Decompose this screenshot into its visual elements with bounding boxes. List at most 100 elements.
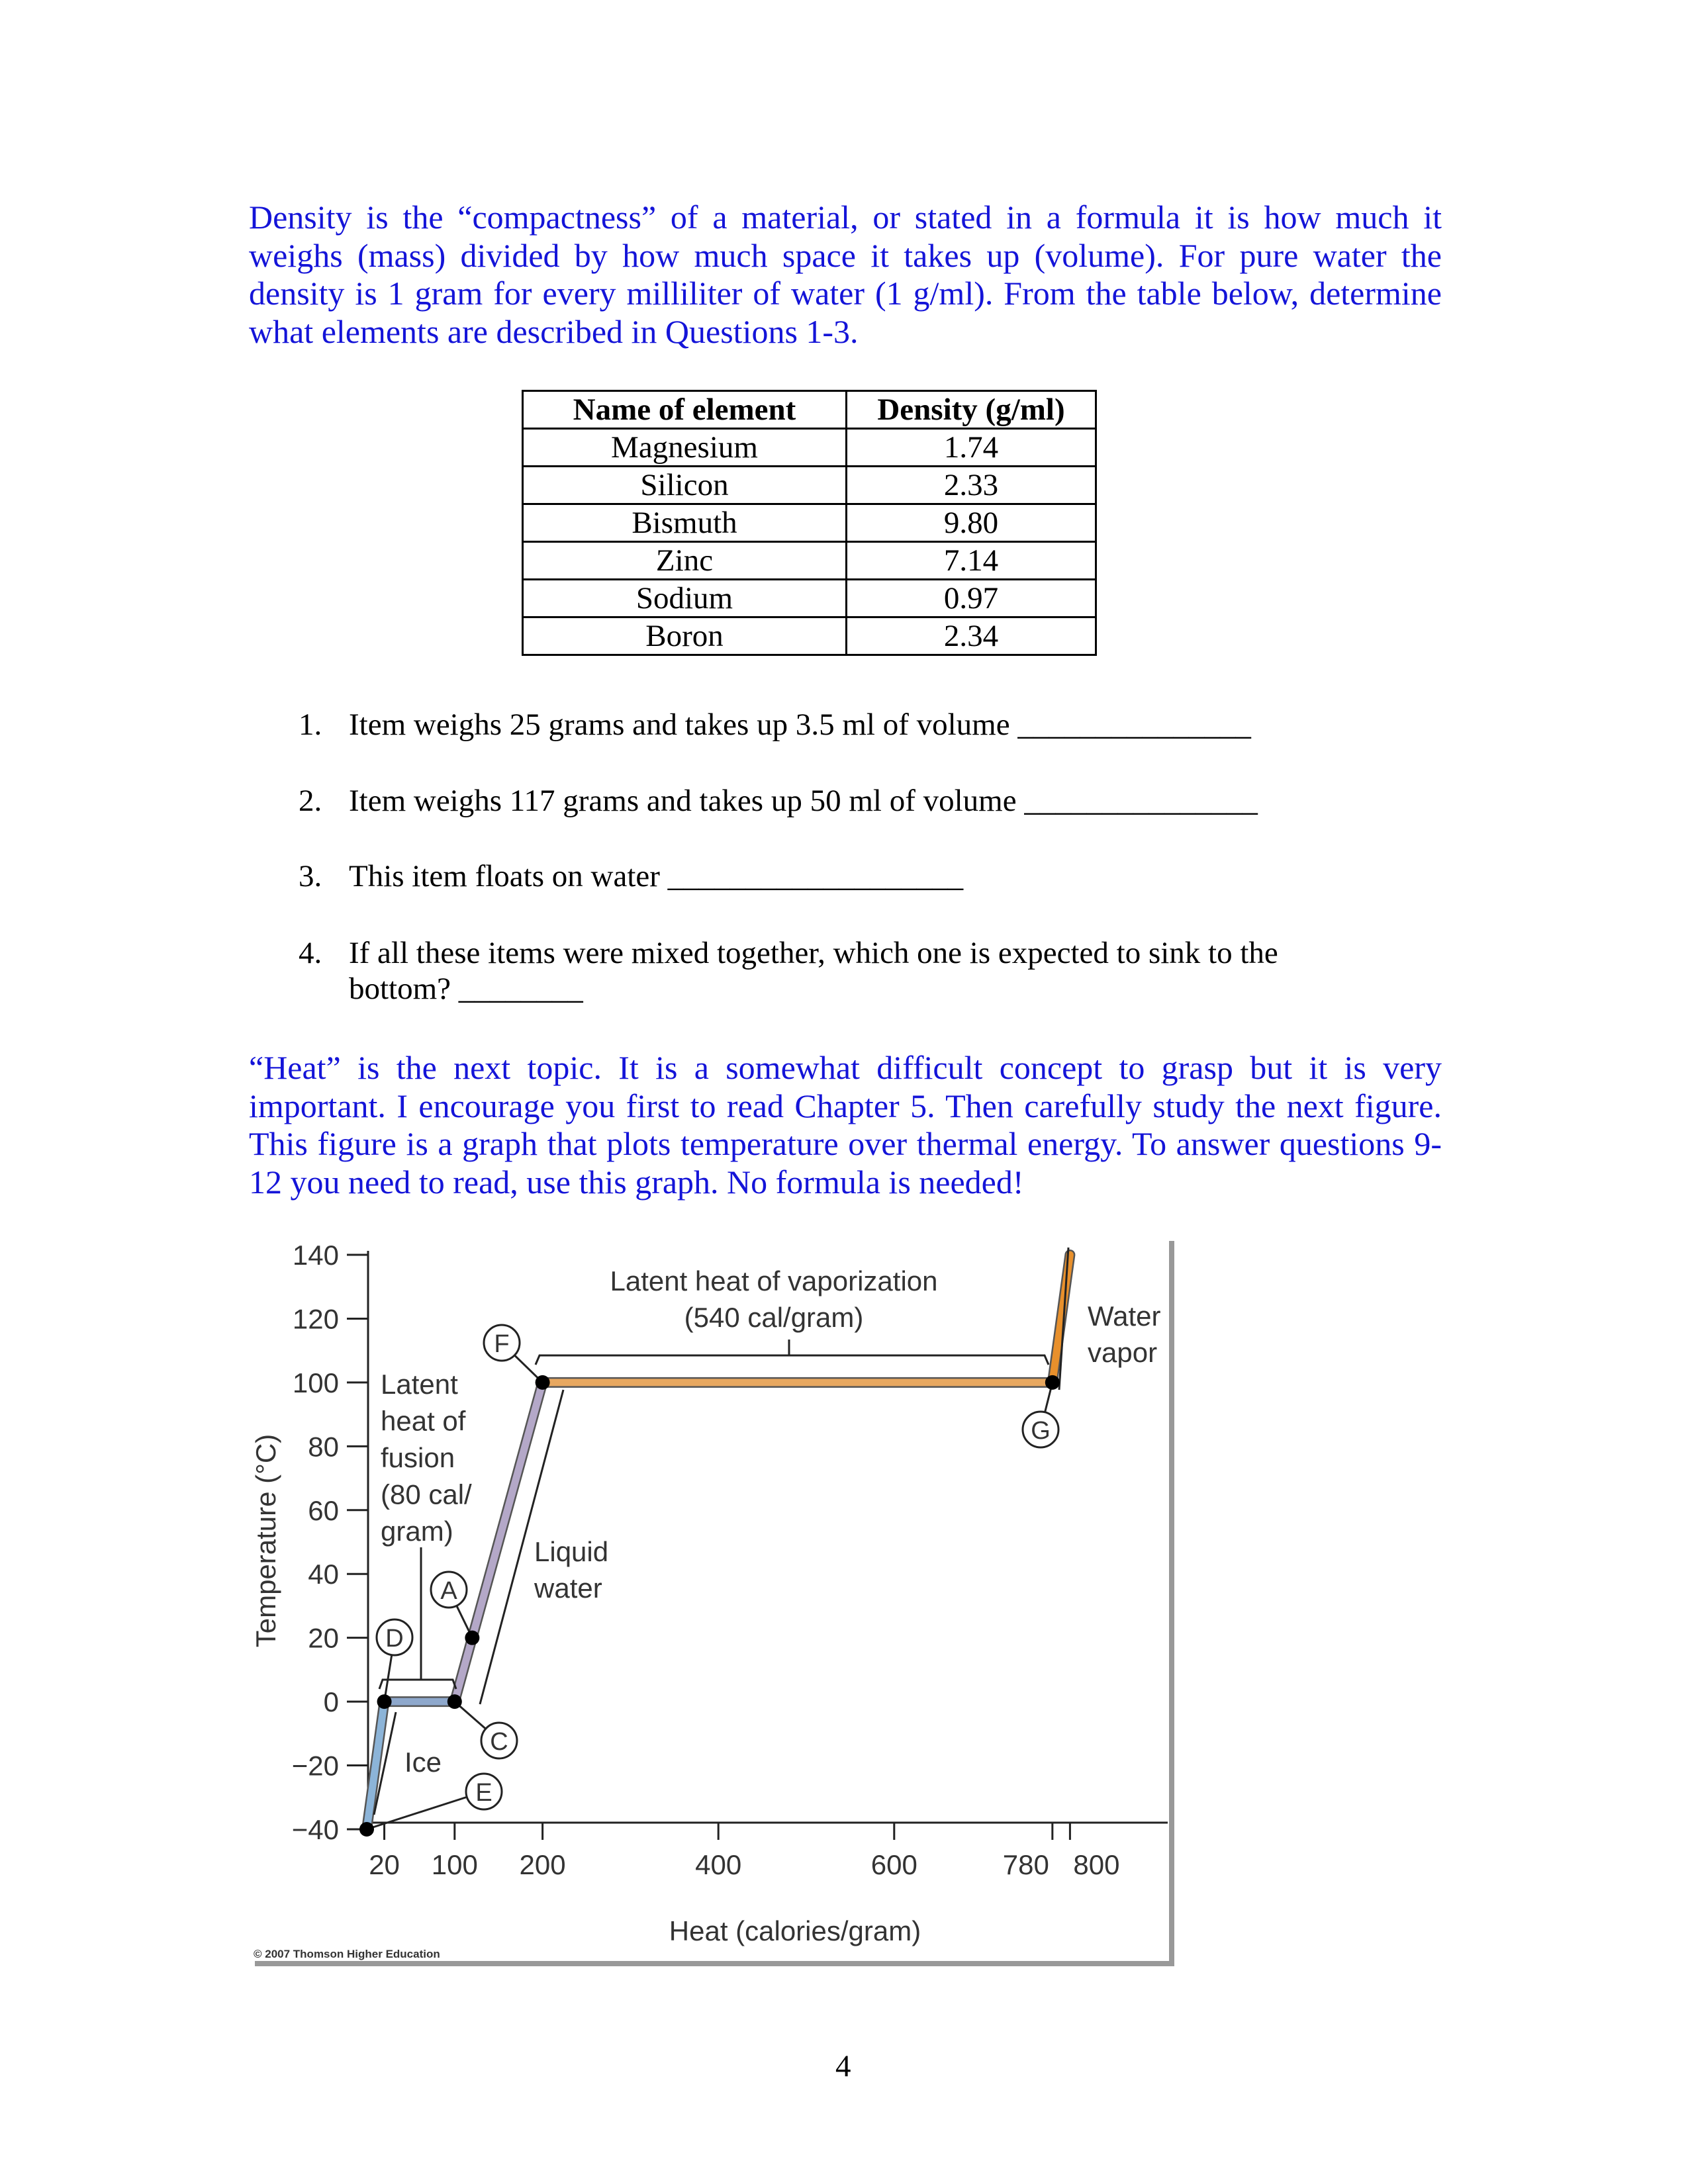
- header-density: Density (g/ml): [845, 390, 1097, 430]
- question-number: 1.: [299, 707, 322, 742]
- fusion-label: (80 cal/: [381, 1479, 472, 1510]
- table-row: Bismuth 9.80: [522, 503, 1097, 543]
- question-text: If all these items were mixed together, …: [349, 936, 1278, 970]
- point-label-g: G: [1031, 1417, 1051, 1445]
- question-number: 4.: [299, 936, 322, 970]
- point-leader-e: [366, 1790, 485, 1831]
- x-tick-label: 800: [1073, 1849, 1119, 1880]
- element-density: 2.33: [845, 465, 1097, 505]
- heat-line: important. I encourage you first to read…: [249, 1087, 1442, 1124]
- liquid-bracket: [479, 1389, 565, 1705]
- point-label-e: E: [475, 1779, 492, 1807]
- question-text-continued: bottom? ________: [349, 972, 583, 1006]
- question-text: Item weighs 117 grams and takes up 50 ml…: [349, 784, 1258, 818]
- x-axis-label: Heat (calories/gram): [669, 1915, 921, 1946]
- element-name: Boron: [522, 616, 847, 656]
- x-tick-label: 400: [695, 1849, 741, 1880]
- element-name: Magnesium: [522, 428, 847, 467]
- table-row: Silicon 2.33: [522, 465, 1097, 505]
- point-label-circle: [375, 1618, 414, 1657]
- table-row: Magnesium 1.74: [522, 428, 1097, 467]
- y-tick-label: 40: [308, 1559, 339, 1590]
- data-point-g: [1045, 1375, 1060, 1390]
- vaporization-label: Latent heat of vaporization: [610, 1265, 937, 1297]
- point-label-circle: [483, 1324, 521, 1362]
- element-density: 2.34: [845, 616, 1097, 656]
- table-header-row: Name of element Density (g/ml): [522, 390, 1097, 430]
- data-point-f: [535, 1375, 550, 1390]
- vaporization-value: (540 cal/gram): [684, 1302, 864, 1333]
- curve-segment: [363, 1698, 389, 1833]
- y-tick-label: 0: [324, 1686, 339, 1717]
- y-tick-label: 20: [308, 1623, 339, 1654]
- liquid-water-label: water: [534, 1572, 602, 1604]
- point-label-d: D: [385, 1625, 403, 1653]
- y-tick-label: 80: [308, 1431, 339, 1462]
- table-row: Boron 2.34: [522, 616, 1097, 656]
- y-tick-label: −40: [292, 1814, 339, 1845]
- water-vapor-label: Water: [1088, 1300, 1160, 1332]
- point-label-c: C: [490, 1728, 508, 1756]
- data-point-d: [377, 1694, 392, 1709]
- element-name: Silicon: [522, 465, 847, 505]
- header-name: Name of element: [522, 390, 847, 430]
- y-tick-label: 60: [308, 1495, 339, 1526]
- y-tick-label: −20: [292, 1751, 339, 1782]
- fusion-label: gram): [381, 1516, 453, 1547]
- y-tick-label: 140: [293, 1240, 339, 1271]
- element-name: Zinc: [522, 541, 847, 580]
- x-tick-label: 100: [432, 1849, 478, 1880]
- fusion-label: Latent: [381, 1369, 458, 1400]
- table-row: Zinc 7.14: [522, 541, 1097, 580]
- heat-line: This figure is a graph that plots temper…: [249, 1125, 1442, 1162]
- element-density: 7.14: [845, 541, 1097, 580]
- element-density: 1.74: [845, 428, 1097, 467]
- fusion-label: fusion: [381, 1442, 455, 1473]
- data-point-e: [359, 1822, 374, 1837]
- vapor-bracket: [1058, 1247, 1070, 1390]
- intro-paragraph: Density is the “compactness” of a materi…: [249, 199, 1442, 351]
- question-text: Item weighs 25 grams and takes up 3.5 ml…: [349, 707, 1251, 742]
- table-row: Sodium 0.97: [522, 578, 1097, 618]
- point-label-circle: [480, 1721, 518, 1760]
- intro-line: weighs (mass) divided by how much space …: [249, 236, 1442, 274]
- heat-line: “Heat” is the next topic. It is a somewh…: [249, 1049, 1442, 1086]
- x-tick-label: 20: [369, 1849, 400, 1880]
- ice-bracket: [373, 1711, 397, 1815]
- intro-line: density is 1 gram for every milliliter o…: [249, 275, 1442, 312]
- page-number: 4: [835, 2049, 851, 2083]
- intro-line: Density is the “compactness” of a materi…: [249, 199, 1442, 236]
- intro-line: what elements are described in Questions…: [249, 312, 859, 350]
- y-tick-label: 100: [293, 1367, 339, 1398]
- liquid-water-label: Liquid: [534, 1536, 608, 1567]
- vaporization-bracket: [534, 1354, 1050, 1365]
- element-name: Sodium: [522, 578, 847, 618]
- y-tick-label: 120: [293, 1303, 339, 1334]
- water-vapor-label: vapor: [1088, 1337, 1157, 1368]
- ice-label: Ice: [404, 1747, 442, 1778]
- fusion-bracket: [378, 1678, 457, 1690]
- x-tick-label: 600: [871, 1849, 917, 1880]
- heat-line: 12 you need to read, use this graph. No …: [249, 1163, 1024, 1201]
- point-label-circle: [1021, 1410, 1060, 1449]
- data-point-a: [465, 1630, 480, 1645]
- point-label-a: A: [440, 1577, 457, 1605]
- x-tick-label: 200: [520, 1849, 566, 1880]
- fusion-label: heat of: [381, 1406, 466, 1437]
- density-table: Name of element Density (g/ml) Magnesium…: [522, 390, 1097, 656]
- element-name: Bismuth: [522, 503, 847, 543]
- x-tick-label: 780: [1003, 1849, 1049, 1880]
- point-label-circle: [465, 1772, 503, 1811]
- y-axis-label: Temperature (°C): [250, 1434, 281, 1648]
- question-text: This item floats on water ______________…: [349, 859, 964, 893]
- question-number: 3.: [299, 859, 322, 893]
- element-density: 0.97: [845, 578, 1097, 618]
- curve-segment: [451, 1379, 547, 1706]
- question-number: 2.: [299, 784, 322, 818]
- element-density: 9.80: [845, 503, 1097, 543]
- data-point-c: [447, 1694, 462, 1709]
- heat-paragraph: “Heat” is the next topic. It is a somewh…: [249, 1049, 1442, 1201]
- point-label-f: F: [494, 1330, 509, 1358]
- copyright-credit: © 2007 Thomson Higher Education: [254, 1948, 440, 1960]
